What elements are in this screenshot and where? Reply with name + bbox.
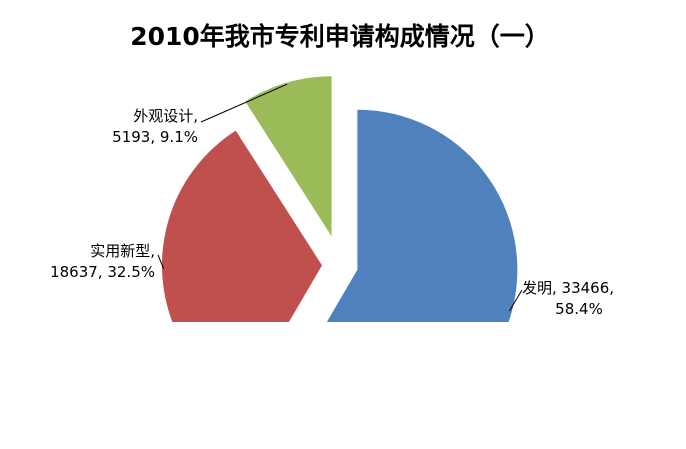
slice-label-1-line-1: 发明, 33466, (522, 279, 614, 297)
pie-slice-1 (326, 109, 518, 322)
slice-label-2-line-2: 18637, 32.5% (50, 263, 155, 281)
slice-label-3-line-1: 外观设计, (133, 107, 198, 125)
pie-slice-3 (245, 76, 332, 237)
leader-lines (157, 83, 523, 312)
leader-line-3 (200, 83, 288, 123)
leader-line-1 (509, 289, 523, 312)
chart-title: 2010年我市专利申请构成情况（一） (130, 22, 550, 51)
pie-slice-2 (162, 130, 323, 322)
slice-labels: 发明, 33466, 58.4% 实用新型, 18637, 32.5% 外观设计, 519… (50, 107, 614, 318)
slice-label-2-line-1: 实用新型, (90, 242, 155, 260)
leader-line-2 (157, 254, 165, 269)
slice-label-1-line-2: 58.4% (555, 300, 603, 318)
pie-slices (162, 76, 518, 322)
slice-label-3-line-2: 5193, 9.1% (112, 128, 198, 146)
